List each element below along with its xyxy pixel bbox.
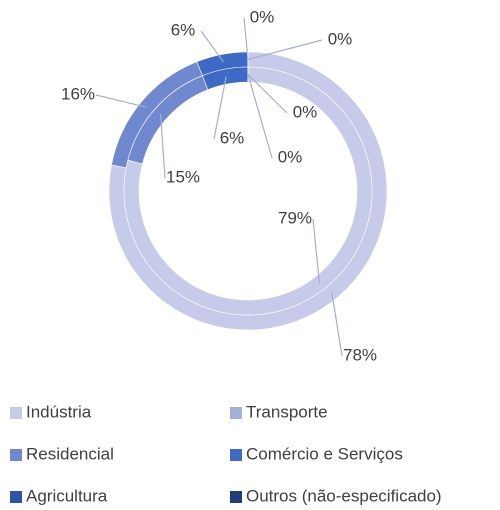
leader-line [247,39,323,61]
donut-segment [123,66,373,316]
legend-swatch [230,449,242,461]
legend-swatch [10,407,22,419]
leader-line [213,76,227,140]
leader-line [160,113,166,179]
leader-line [200,30,224,63]
legend-swatch [230,407,242,419]
legend-swatch [230,491,242,503]
data-label: 0% [293,102,318,121]
data-label: 0% [328,29,353,48]
leader-line [243,17,249,60]
data-label: 16% [61,84,95,103]
legend-swatch [10,491,22,503]
leader-line [331,292,343,357]
data-label: 78% [343,345,377,364]
leader-line [95,94,147,108]
leader-line [247,74,273,159]
legend-label: Agricultura [26,486,108,505]
data-label: 6% [220,128,245,147]
legend-swatch [10,449,22,461]
data-label: 0% [278,147,303,166]
legend-label: Indústria [26,402,92,421]
data-label: 6% [171,20,196,39]
data-label: 0% [250,7,275,26]
legend-label: Residencial [26,444,114,463]
legend-label: Comércio e Serviços [246,444,403,463]
legend-label: Transporte [246,402,328,421]
data-label: 79% [278,208,312,227]
leader-line [312,218,321,284]
leader-line [247,74,288,114]
data-label: 15% [166,167,200,186]
legend-label: Outros (não-especificado) [246,486,442,505]
